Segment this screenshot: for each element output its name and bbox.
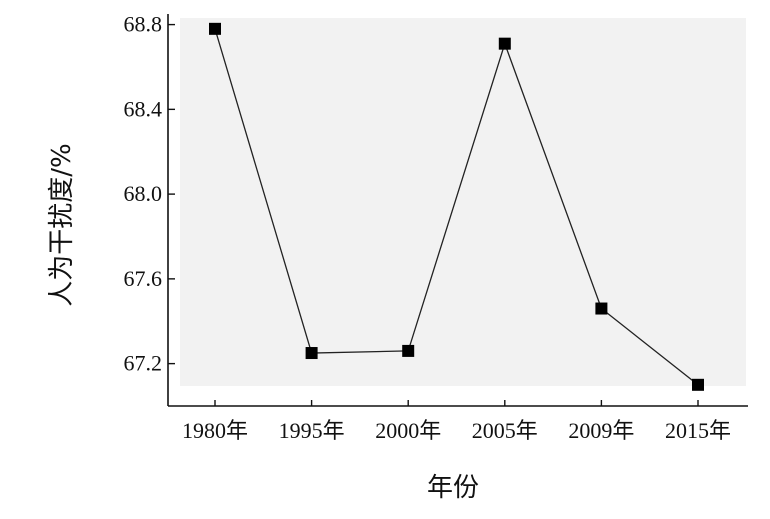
data-point-marker bbox=[305, 347, 318, 360]
plot-background bbox=[180, 18, 746, 386]
data-point-marker bbox=[595, 302, 608, 315]
x-axis-ticks: 1980年 1995年 2000年 2005年 2009年 2015年 bbox=[182, 400, 731, 443]
series-line bbox=[214, 28, 699, 386]
x-tick-label: 2015年 bbox=[665, 418, 731, 443]
data-point-marker bbox=[692, 378, 704, 391]
data-point-marker bbox=[209, 22, 221, 35]
axes bbox=[167, 14, 748, 407]
y-tick-label: 68.0 bbox=[124, 181, 163, 206]
series-markers bbox=[209, 22, 704, 391]
y-axis-ticks: 67.2 67.6 68.0 68.4 68.8 bbox=[124, 12, 175, 376]
x-tick-label: 2000年 bbox=[375, 418, 441, 443]
data-point-marker bbox=[498, 37, 511, 50]
data-point-marker bbox=[402, 344, 415, 357]
x-tick-label: 2009年 bbox=[568, 418, 634, 443]
x-tick-label: 1995年 bbox=[279, 418, 345, 443]
x-tick-label: 2005年 bbox=[472, 418, 538, 443]
y-tick-label: 67.6 bbox=[124, 266, 163, 291]
plot-area bbox=[180, 18, 746, 386]
x-tick-label: 1980年 bbox=[182, 418, 248, 443]
y-tick-label: 68.4 bbox=[124, 96, 163, 121]
y-tick-label: 67.2 bbox=[124, 351, 163, 376]
series-polyline bbox=[214, 28, 699, 386]
y-axis-label: 人为干扰度/% bbox=[47, 143, 77, 306]
y-tick-label: 68.8 bbox=[124, 12, 163, 37]
x-axis-label: 年份 bbox=[427, 473, 479, 503]
